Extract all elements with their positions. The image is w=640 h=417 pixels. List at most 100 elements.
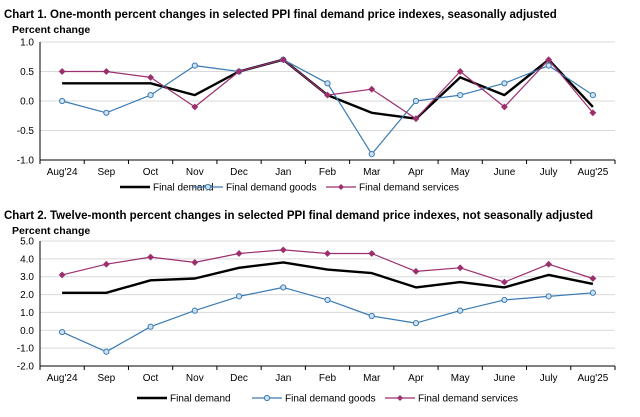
data-point [59, 328, 66, 336]
legend-marker [397, 395, 403, 401]
x-tick-label: June [494, 167, 516, 178]
y-tick-label: 4.0 [20, 254, 34, 265]
data-point [324, 250, 331, 257]
series-line [61, 59, 594, 155]
chart-2: Chart 2. Twelve-month percent changes in… [4, 210, 616, 405]
data-point [235, 293, 243, 300]
data-point [457, 92, 464, 99]
y-tick-label: 0.0 [20, 326, 34, 337]
y-tick-label: 0.5 [20, 67, 34, 78]
legend-marker [338, 184, 344, 190]
data-point [58, 68, 66, 75]
x-tick-label: Apr [408, 373, 424, 384]
data-point [500, 278, 508, 286]
x-tick-label: Mar [363, 167, 381, 178]
data-point [368, 312, 375, 320]
data-point [501, 296, 508, 304]
x-tick-label: Sep [97, 373, 115, 384]
x-tick-label: July [540, 167, 558, 178]
chart-2-x-ticks: Aug'24 Sep Oct Nov Dec Jan Feb Mar Apr May June Jul… [47, 373, 609, 384]
chart-1-y-ticks: 1.0 0.5 0.0 -0.5 -1.0 [17, 38, 35, 167]
data-point [368, 85, 376, 93]
chart-1-x-ticks: Aug'24 Sep Oct Nov Dec Jan Feb Mar Apr May June Jul… [47, 167, 609, 178]
data-point [279, 56, 287, 64]
data-point [457, 307, 464, 314]
data-point [102, 68, 110, 75]
data-point [545, 260, 553, 268]
data-point [412, 97, 420, 105]
x-tick-label: Aug'25 [577, 167, 608, 178]
data-point [545, 56, 553, 64]
data-point [235, 68, 243, 75]
data-point [58, 271, 66, 279]
x-tick-label: Dec [230, 167, 248, 178]
chart-2-ylabel: Percent change [12, 225, 90, 237]
data-point [545, 293, 552, 300]
legend-label: Final demand goods [226, 183, 317, 194]
chart-2-y-ticks: 5.0 4.0 3.0 2.0 1.0 0.0 -1.0 -2.0 [17, 237, 35, 373]
chart-1-gridlines [39, 41, 616, 164]
x-tick-label: Jan [275, 167, 291, 178]
legend-label: Final demand [170, 394, 231, 405]
series-line [62, 58, 594, 120]
chart-1-series [58, 56, 597, 158]
x-tick-label: Dec [230, 373, 248, 384]
legend-marker [204, 183, 212, 191]
y-tick-label: 3.0 [20, 272, 34, 283]
data-point [456, 68, 464, 75]
data-point [147, 92, 154, 99]
data-point [589, 289, 596, 296]
y-tick-label: -2.0 [17, 362, 35, 373]
data-point [501, 80, 508, 87]
chart-2-series [58, 246, 597, 355]
legend-label: Final demand [153, 183, 214, 194]
data-point [103, 109, 110, 116]
chart-1-ylabel: Percent change [12, 24, 90, 36]
chart-2-title: Chart 2. Twelve-month percent changes in… [4, 210, 593, 222]
x-tick-label: Feb [319, 373, 337, 384]
data-point [324, 80, 331, 87]
y-tick-label: 2.0 [20, 290, 34, 301]
x-tick-label: Jan [275, 373, 291, 384]
data-point [589, 109, 597, 117]
chart-1: Chart 1. One-month percent changes in se… [4, 9, 616, 194]
y-tick-label: 1.0 [20, 308, 34, 319]
data-point [545, 62, 552, 69]
chart-2-legend: Final demand Final demand goods Final dema… [137, 394, 518, 405]
data-point [191, 307, 198, 314]
data-point [368, 151, 375, 158]
x-tick-label: May [451, 167, 470, 178]
x-tick-label: Aug'25 [577, 373, 608, 384]
data-point [324, 296, 331, 304]
data-point [147, 73, 155, 81]
x-tick-label: Nov [186, 373, 204, 384]
data-point [191, 62, 198, 69]
data-point [279, 246, 287, 254]
y-tick-label: -1.0 [17, 344, 35, 355]
data-point [456, 264, 464, 272]
x-tick-label: Feb [319, 167, 337, 178]
data-point [102, 260, 110, 268]
legend-marker [263, 394, 271, 402]
legend-label: Final demand goods [285, 394, 376, 405]
x-tick-label: Aug'24 [47, 167, 78, 178]
data-point [103, 348, 110, 355]
chart-1-legend: Final demand Final demand goods Final dema… [120, 183, 459, 194]
x-tick-label: Sep [97, 167, 115, 178]
chart-2-gridlines [39, 240, 616, 370]
data-point [368, 250, 376, 257]
data-point [280, 284, 287, 291]
x-tick-label: Aug'24 [47, 373, 78, 384]
series-line [62, 261, 594, 294]
chart-1-title: Chart 1. One-month percent changes in se… [4, 9, 557, 21]
data-point [147, 253, 155, 261]
data-point [412, 320, 420, 327]
y-tick-label: 0.0 [20, 97, 34, 108]
y-tick-label: 5.0 [20, 237, 34, 248]
data-point [412, 115, 420, 123]
data-point [500, 103, 508, 111]
data-point [147, 323, 154, 330]
x-tick-label: Oct [143, 167, 159, 178]
x-tick-label: Mar [363, 373, 381, 384]
x-tick-label: Oct [143, 373, 159, 384]
